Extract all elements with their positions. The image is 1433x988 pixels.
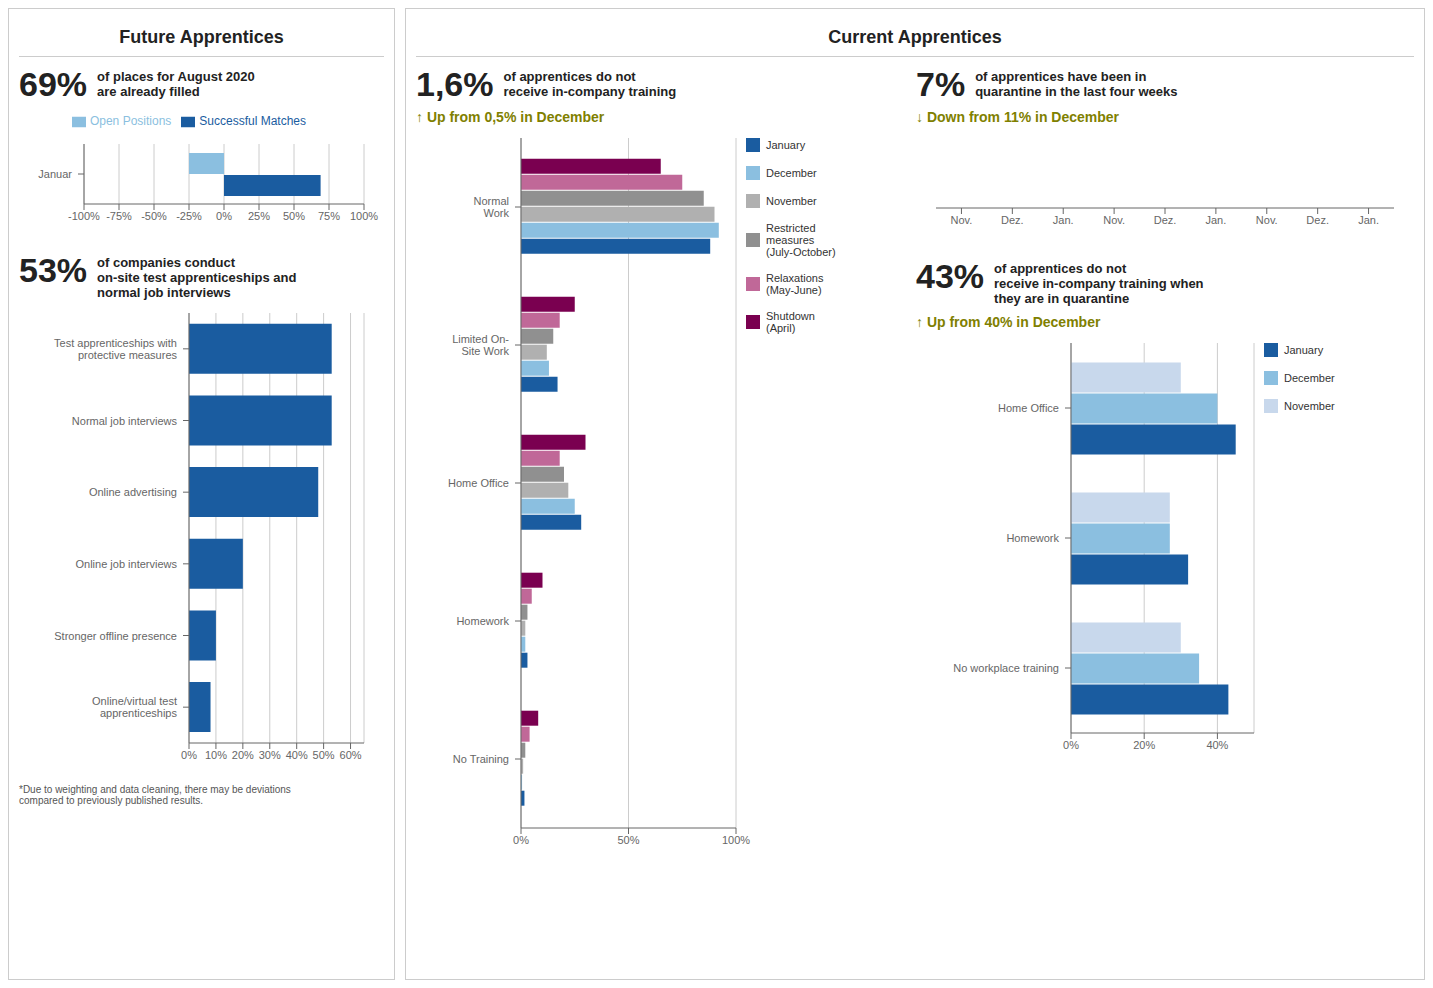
- html-text:53%: 53%: [19, 251, 88, 289]
- svg-text:Jan.: Jan.: [1053, 214, 1074, 226]
- svg-text:Limited On-Site Work: Limited On-Site Work: [452, 333, 509, 357]
- html-text:Relaxations (May-June): Relaxations (May-June): [766, 272, 824, 296]
- svg-text:0%: 0%: [1063, 739, 1079, 751]
- svg-text:40%: 40%: [286, 749, 308, 761]
- html-text:69%: 69%: [19, 65, 88, 103]
- svg-text:Home Office: Home Office: [998, 402, 1059, 414]
- html-text:Shutdown (April): Shutdown (April): [766, 310, 815, 334]
- svg-text:Online advertising: Online advertising: [89, 486, 177, 498]
- svg-text:Nov.: Nov.: [1103, 214, 1125, 226]
- svg-text:Januar: Januar: [38, 168, 72, 180]
- html-text:November: November: [1284, 400, 1335, 412]
- html-text:Future Apprentices: Future Apprentices: [119, 27, 284, 47]
- svg-text:20%: 20%: [232, 749, 254, 761]
- svg-text:Online/virtual testapprentices: Online/virtual testapprenticeships: [92, 695, 177, 719]
- svg-text:100%: 100%: [722, 834, 750, 846]
- svg-text:0%: 0%: [181, 749, 197, 761]
- html-text:Successful Matches: Successful Matches: [199, 114, 306, 128]
- html-text:January: January: [1284, 344, 1324, 356]
- svg-text:0%: 0%: [216, 210, 232, 222]
- svg-text:No workplace training: No workplace training: [953, 662, 1059, 674]
- svg-text:20%: 20%: [1133, 739, 1155, 751]
- svg-text:Dez.: Dez.: [1306, 214, 1329, 226]
- html-text:of places for August 2020 are: of places for August 2020 are already fi…: [97, 69, 255, 99]
- svg-text:10%: 10%: [205, 749, 227, 761]
- svg-text:Test apprenticeships withprote: Test apprenticeships withprotective meas…: [54, 337, 177, 361]
- svg-text:Homework: Homework: [1006, 532, 1059, 544]
- html-text:of apprentices have been in qu: of apprentices have been in quarantine i…: [975, 69, 1178, 99]
- svg-text:Homework: Homework: [456, 615, 509, 627]
- html-text:December: December: [1284, 372, 1335, 384]
- svg-text:NormalWork: NormalWork: [474, 195, 510, 219]
- html-text:1,6%: 1,6%: [416, 65, 494, 103]
- html-text:January: January: [766, 139, 806, 151]
- html-text:↑ Up from 0,5% in December: ↑ Up from 0,5% in December: [416, 109, 605, 125]
- svg-text:Nov.: Nov.: [951, 214, 973, 226]
- html-text:Open Positions: Open Positions: [89, 114, 172, 128]
- svg-text:Nov.: Nov.: [1256, 214, 1278, 226]
- svg-text:-50%: -50%: [141, 210, 167, 222]
- svg-text:Stronger offline presence: Stronger offline presence: [54, 630, 177, 642]
- html-text:*Due to weighting and data cle: *Due to weighting and data cleaning, the…: [19, 784, 291, 806]
- svg-text:Normal job interviews: Normal job interviews: [72, 415, 178, 427]
- svg-text:40%: 40%: [1206, 739, 1228, 751]
- html-text:7%: 7%: [916, 65, 966, 103]
- svg-text:100%: 100%: [350, 210, 378, 222]
- svg-text:60%: 60%: [340, 749, 362, 761]
- svg-text:Jan.: Jan.: [1205, 214, 1226, 226]
- svg-text:Jan.: Jan.: [1358, 214, 1379, 226]
- svg-text:-25%: -25%: [176, 210, 202, 222]
- html-text:November: November: [766, 195, 817, 207]
- html-text:43%: 43%: [916, 257, 985, 295]
- svg-text:0%: 0%: [513, 834, 529, 846]
- svg-text:No Training: No Training: [453, 753, 509, 765]
- svg-text:25%: 25%: [248, 210, 270, 222]
- html-text:of apprentices do not receive: of apprentices do not receive in-company…: [994, 261, 1204, 306]
- svg-text:Dez.: Dez.: [1001, 214, 1024, 226]
- html-text:↓ Down from 11% in December: ↓ Down from 11% in December: [916, 109, 1120, 125]
- html-text:Restricted measures (July-Octo: Restricted measures (July-October): [766, 222, 836, 258]
- svg-text:Dez.: Dez.: [1154, 214, 1177, 226]
- svg-text:Online job interviews: Online job interviews: [76, 558, 178, 570]
- html-text:of companies conduct on-site t: of companies conduct on-site test appren…: [97, 255, 297, 300]
- svg-text:30%: 30%: [259, 749, 281, 761]
- svg-text:-75%: -75%: [106, 210, 132, 222]
- svg-text:50%: 50%: [617, 834, 639, 846]
- svg-text:50%: 50%: [313, 749, 335, 761]
- svg-text:75%: 75%: [318, 210, 340, 222]
- html-text:Current Apprentices: Current Apprentices: [828, 27, 1002, 47]
- svg-text:-100%: -100%: [68, 210, 100, 222]
- html-text:of apprentices do not receive: of apprentices do not receive in-company…: [503, 69, 677, 99]
- svg-text:50%: 50%: [283, 210, 305, 222]
- svg-text:Home Office: Home Office: [448, 477, 509, 489]
- html-text:↑ Up from 40% in December: ↑ Up from 40% in December: [916, 314, 1101, 330]
- html-text:December: December: [766, 167, 817, 179]
